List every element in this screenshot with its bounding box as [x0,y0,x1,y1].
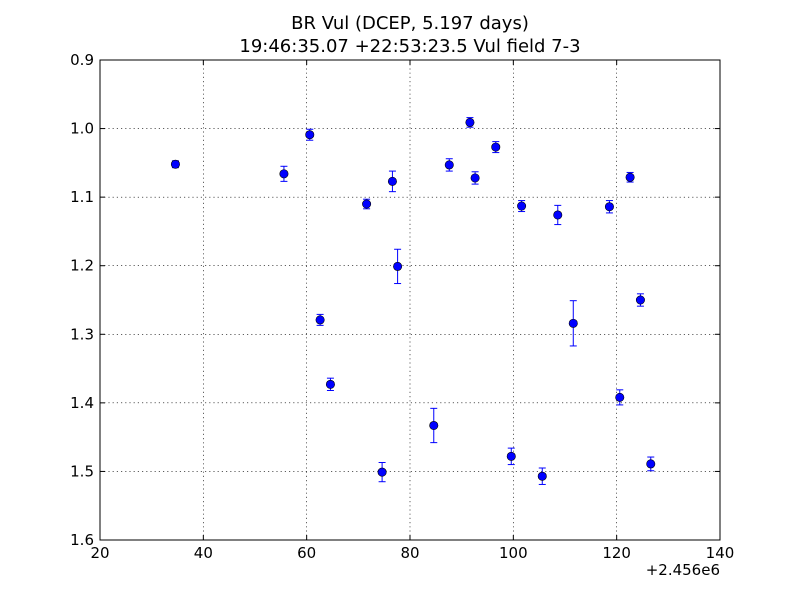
data-point [170,159,180,169]
x-tick-label: 60 [297,544,316,562]
data-point [625,172,635,182]
data-point [325,379,335,389]
data-point [568,318,578,328]
x-offset-label: +2.456e6 [646,561,720,579]
data-point [470,173,480,183]
x-tick-label: 40 [194,544,213,562]
y-tick-label: 1.0 [70,120,94,138]
y-tick-label: 1.4 [70,394,94,412]
y-tick-labels: 0.9 1.0 1.1 1.2 1.3 1.4 1.5 1.6 [70,51,94,549]
data-point [377,467,387,477]
data-point [635,295,645,305]
y-tick-label: 1.1 [70,188,94,206]
x-tick-label: 100 [499,544,528,562]
data-point [315,315,325,325]
y-tick-label: 1.5 [70,462,94,480]
data-point [517,201,527,211]
data-points [170,117,656,481]
data-point [646,459,656,469]
x-tick-label: 140 [706,544,735,562]
data-point [506,451,516,461]
data-point [537,471,547,481]
x-tick-labels: 20 40 60 80 100 120 140 [90,544,734,562]
chart-subtitle: 19:46:35.07 +22:53:23.5 Vul field 7-3 [239,36,580,57]
data-point [387,176,397,186]
plot-frame [99,59,721,541]
data-point [465,117,475,127]
y-tick-label: 1.6 [70,531,94,549]
data-point [429,420,439,430]
x-tick-label: 120 [602,544,631,562]
data-point [393,261,403,271]
data-point [615,392,625,402]
data-point [444,160,454,170]
y-tick-label: 1.2 [70,257,94,275]
x-tick-label: 20 [90,544,109,562]
data-point [491,142,501,152]
chart-title: BR Vul (DCEP, 5.197 days) [291,13,529,34]
data-point [553,210,563,220]
data-point [604,202,614,212]
data-point [305,130,315,140]
y-tick-label: 1.3 [70,325,94,343]
data-point [279,169,289,179]
y-tick-label: 0.9 [70,51,94,69]
data-point [362,199,372,209]
x-tick-label: 80 [400,544,419,562]
